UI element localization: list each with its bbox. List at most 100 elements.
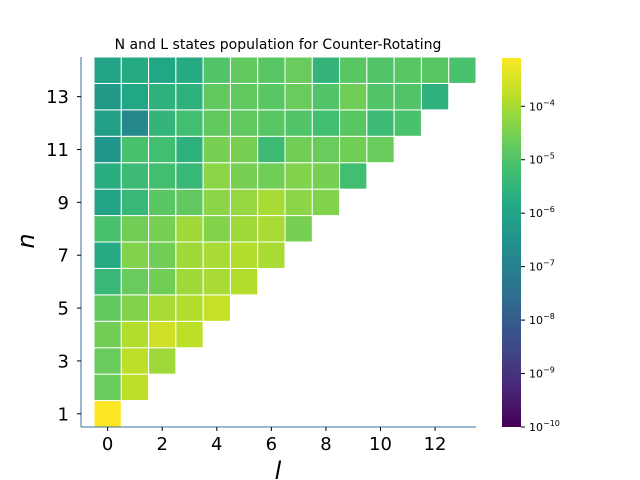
heatmap-cell (393, 56, 422, 84)
x-axis-label: l (275, 457, 282, 480)
heatmap-cell (311, 162, 341, 190)
heatmap-cell (366, 109, 395, 137)
heatmap-cell (202, 135, 231, 164)
heatmap-cell (93, 373, 122, 402)
heatmap-cell (120, 347, 150, 375)
heatmap-cell (202, 109, 231, 137)
heatmap-cell (120, 82, 150, 111)
heatmap-cell (148, 188, 177, 217)
heatmap-cell (148, 241, 177, 269)
heatmap-cell (120, 188, 150, 217)
heatmap-cell (93, 320, 122, 349)
heatmap-cell (148, 162, 177, 190)
chart-title: N and L states population for Counter-Ro… (115, 37, 442, 53)
heatmap-cell (393, 82, 422, 111)
heatmap-cell (175, 188, 204, 217)
colorbar-tick-label: 10−6 (529, 205, 555, 220)
heatmap-cell (120, 294, 150, 322)
heatmap-cell (120, 241, 150, 269)
heatmap-cell (229, 215, 259, 243)
heatmap-cell (284, 188, 313, 217)
heatmap-cell (202, 294, 231, 322)
heatmap-cell (175, 320, 204, 349)
colorbar-tick-label: 10−8 (529, 312, 555, 327)
x-axis-ticks: 0 2 4 6 8 10 12 (102, 427, 447, 455)
heatmap-cell (420, 56, 450, 84)
x-tick-label: 2 (156, 434, 167, 455)
y-tick-label: 11 (46, 140, 69, 161)
heatmap-cells (93, 56, 477, 428)
heatmap-cell (202, 215, 231, 243)
heatmap-cell (311, 109, 341, 137)
heatmap-cell (148, 320, 177, 349)
heatmap-cell (284, 215, 313, 243)
y-tick-label: 13 (46, 87, 69, 108)
heatmap-cell (175, 162, 204, 190)
heatmap-cell (284, 162, 313, 190)
heatmap-cell (93, 82, 122, 111)
heatmap-cell (311, 135, 341, 164)
heatmap-cell (284, 109, 313, 137)
heatmap-cell (229, 241, 259, 269)
colorbar-tick-label: 10−9 (529, 366, 555, 381)
heatmap-cell (339, 56, 368, 84)
heatmap-cell (120, 373, 150, 402)
heatmap-cell (175, 215, 204, 243)
heatmap-cell (120, 215, 150, 243)
heatmap-cell (93, 162, 122, 190)
heatmap-cell (175, 82, 204, 111)
colorbar-gradient (502, 58, 521, 427)
heatmap-cell (229, 82, 259, 111)
heatmap-cell (229, 56, 259, 84)
heatmap-cell (202, 188, 231, 217)
colorbar: 10−10 10−9 10−8 10−7 10−6 10−5 10−4 (502, 58, 560, 434)
heatmap-cell (311, 188, 341, 217)
heatmap-cell (148, 135, 177, 164)
x-tick-label: 6 (266, 434, 277, 455)
colorbar-tick-label: 10−4 (529, 98, 555, 113)
heatmap-cell (120, 267, 150, 296)
heatmap-cell (229, 188, 259, 217)
heatmap-cell (175, 241, 204, 269)
x-tick-label: 4 (211, 434, 222, 455)
heatmap-cell (148, 267, 177, 296)
heatmap-cell (229, 162, 259, 190)
heatmap-cell (93, 188, 122, 217)
heatmap-cell (175, 56, 204, 84)
heatmap-cell (93, 135, 122, 164)
heatmap-cell (120, 162, 150, 190)
heatmap-cell (257, 215, 286, 243)
heatmap-cell (93, 400, 122, 428)
heatmap-cell (339, 135, 368, 164)
heatmap-cell (175, 109, 204, 137)
y-tick-label: 7 (58, 246, 69, 267)
heatmap-cell (257, 82, 286, 111)
x-tick-label: 12 (424, 434, 447, 455)
heatmap-cell (339, 162, 368, 190)
heatmap-cell (93, 109, 122, 137)
heatmap-cell (120, 109, 150, 137)
heatmap-cell (202, 56, 231, 84)
heatmap-cell (257, 109, 286, 137)
axes (80, 57, 476, 428)
heatmap-cell (148, 215, 177, 243)
heatmap-cell (148, 82, 177, 111)
heatmap-cell (202, 82, 231, 111)
y-axis-label: n (12, 233, 40, 248)
heatmap-cell (311, 56, 341, 84)
heatmap-cell (311, 82, 341, 111)
y-tick-label: 9 (58, 193, 69, 214)
colorbar-tick-label: 10−7 (529, 259, 555, 274)
heatmap-cell (366, 82, 395, 111)
heatmap-cell (284, 56, 313, 84)
heatmap-cell (229, 109, 259, 137)
heatmap-cell (120, 56, 150, 84)
heatmap-cell (229, 267, 259, 296)
y-tick-label: 5 (58, 299, 69, 320)
heatmap-cell (202, 267, 231, 296)
heatmap-cell (284, 82, 313, 111)
heatmap-cell (175, 135, 204, 164)
heatmap-cell (257, 162, 286, 190)
heatmap-cell (420, 82, 450, 111)
